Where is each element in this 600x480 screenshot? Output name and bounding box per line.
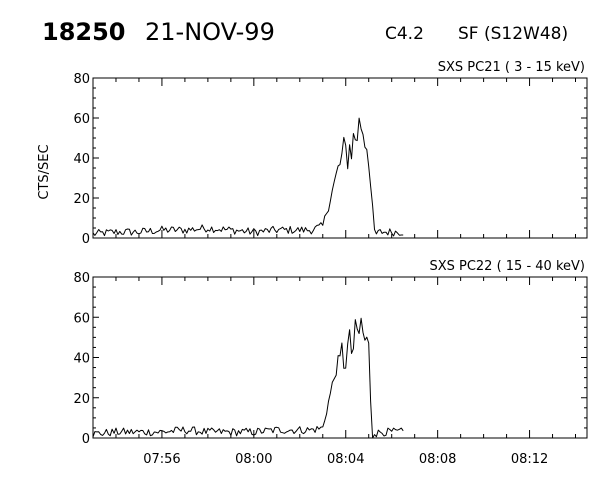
panel-title: SXS PC22 ( 15 - 40 keV) (429, 259, 585, 274)
y-tick-label: 20 (73, 192, 90, 207)
y-axis-label: CTS/SEC (37, 144, 52, 199)
y-tick-label: 0 (82, 432, 90, 447)
x-tick-label: 07:56 (143, 452, 180, 467)
panel-pc21: SXS PC21 ( 3 - 15 keV) CTS/SEC 0 20 40 60 80 (37, 60, 588, 247)
panel-pc22: SXS PC22 ( 15 - 40 keV) 0 20 40 60 80 07:56 0… (73, 259, 588, 467)
series-line (92, 117, 404, 237)
goes-class: C4.2 (385, 24, 424, 44)
plot-frame (92, 77, 588, 239)
series-line (92, 317, 404, 439)
y-tick-label: 20 (73, 392, 90, 407)
plot-frame (92, 276, 588, 439)
y-tick-label: 80 (73, 72, 90, 87)
panel-title: SXS PC21 ( 3 - 15 keV) (438, 60, 585, 75)
flare-location: SF (S12W48) (458, 24, 568, 44)
event-date: 21-NOV-99 (145, 18, 275, 46)
y-tick-label: 0 (82, 232, 90, 247)
x-tick-label: 08:08 (419, 452, 456, 467)
x-tick-label: 08:12 (511, 452, 548, 467)
y-tick-label: 60 (73, 112, 90, 127)
y-tick-label: 40 (73, 152, 90, 167)
y-tick-label: 40 (73, 352, 90, 367)
y-tick-label: 80 (73, 271, 90, 286)
x-tick-label: 08:00 (235, 452, 272, 467)
event-id: 18250 (42, 18, 126, 46)
y-tick-label: 60 (73, 311, 90, 326)
x-tick-label: 08:04 (327, 452, 364, 467)
